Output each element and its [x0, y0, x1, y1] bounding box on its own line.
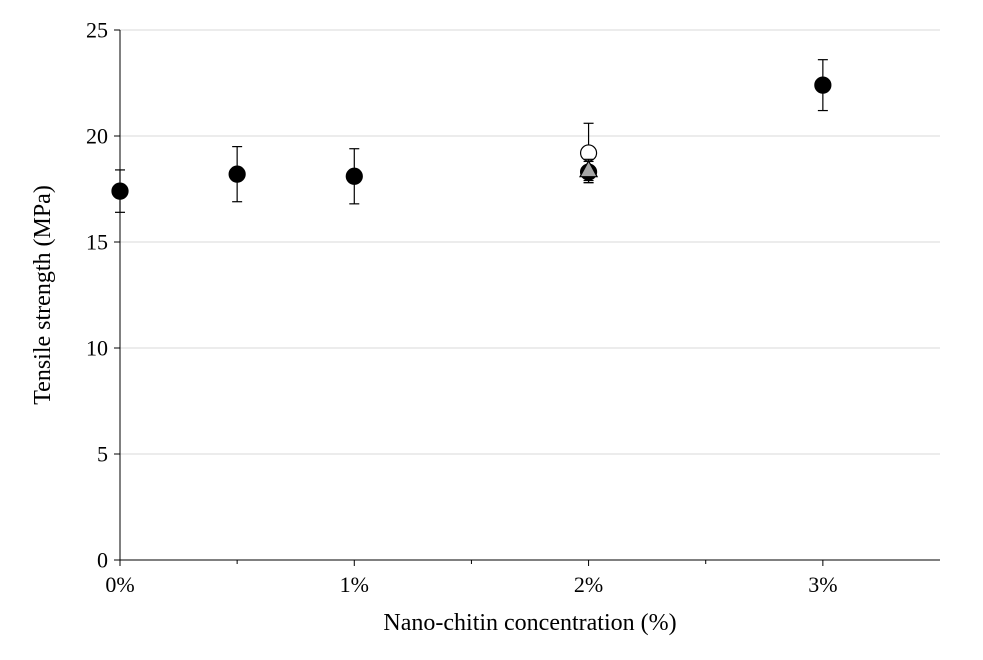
- svg-text:2%: 2%: [574, 572, 603, 597]
- svg-text:Nano-chitin concentration (%): Nano-chitin concentration (%): [383, 610, 676, 636]
- svg-text:0%: 0%: [105, 572, 134, 597]
- svg-text:0: 0: [97, 548, 108, 573]
- svg-text:Tensile strength (MPa): Tensile strength (MPa): [30, 185, 56, 405]
- tensile-strength-chart: 0 5 10 15 20 25 0% 1% 2% 3% Nano-chitin concentrat…: [0, 0, 983, 660]
- svg-text:3%: 3%: [808, 572, 837, 597]
- svg-text:20: 20: [86, 124, 108, 149]
- svg-text:25: 25: [86, 18, 108, 43]
- svg-text:1%: 1%: [340, 572, 369, 597]
- svg-text:5: 5: [97, 442, 108, 467]
- svg-text:10: 10: [86, 336, 108, 361]
- svg-text:15: 15: [86, 230, 108, 255]
- chart-canvas: 0 5 10 15 20 25 0% 1% 2% 3% Nano-chitin concentrat…: [0, 0, 983, 660]
